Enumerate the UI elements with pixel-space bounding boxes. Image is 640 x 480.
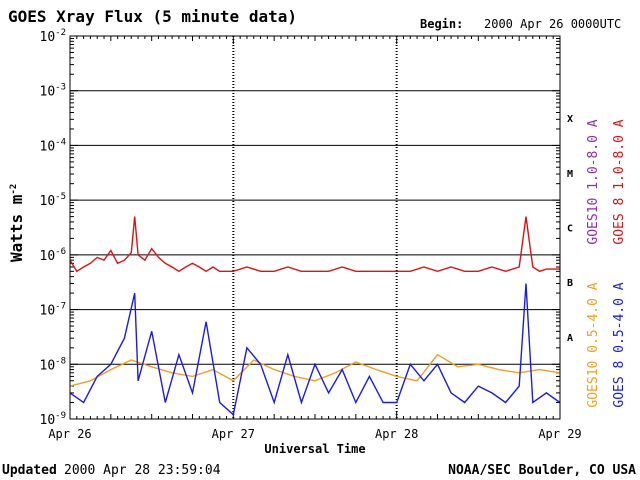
- y-tick-label: 10-3: [40, 83, 67, 100]
- series-line: [69, 216, 560, 273]
- credit-text: NOAA/SEC Boulder, CO USA: [448, 463, 636, 478]
- y-tick-label: 10-7: [40, 302, 67, 319]
- legend-entry: GOES10 1.0-8.0 A: [586, 119, 601, 244]
- flare-class-label: C: [567, 224, 573, 235]
- legend-entry: GOES10 0.5-4.0 A: [586, 282, 601, 407]
- chart-title: GOES Xray Flux (5 minute data): [8, 7, 297, 26]
- data-series: [69, 216, 561, 417]
- x-tick-label: Apr 27: [212, 427, 255, 441]
- x-tick-label: Apr 28: [375, 427, 418, 441]
- y-tick-label: 10-4: [40, 137, 67, 154]
- x-tick-label: Apr 29: [538, 427, 581, 441]
- flare-class-label: M: [567, 169, 573, 180]
- y-axis-label: Watts m-2: [7, 184, 26, 262]
- legend-entry: GOES 8 0.5-4.0 A: [612, 282, 627, 407]
- plot-grid: [70, 36, 560, 419]
- y-tick-label: 10-6: [40, 247, 67, 264]
- x-axis-label: Universal Time: [264, 442, 365, 456]
- flare-class-label: A: [567, 333, 573, 344]
- series-line: [69, 283, 561, 417]
- begin-label: Begin:: [420, 17, 463, 31]
- flare-class-label: X: [567, 114, 573, 125]
- x-tick-label: Apr 26: [48, 427, 91, 441]
- legend-entry: GOES 8 1.0-8.0 A: [612, 119, 627, 244]
- flare-class-label: B: [567, 278, 573, 289]
- updated-value: 2000 Apr 28 23:59:04: [64, 463, 221, 478]
- series-line: [69, 353, 561, 387]
- y-tick-labels: 10-9 10-8 10-7 10-6 10-5 10-4 10-3 10-2: [40, 28, 67, 428]
- y-tick-label: 10-9: [40, 411, 67, 428]
- y-tick-label: 10-5: [40, 192, 67, 209]
- legend: GOES10 1.0-8.0 A GOES 8 1.0-8.0 A GOES10 0…: [586, 119, 627, 407]
- x-tick-labels: Apr 26 Apr 27 Apr 28 Apr 29: [48, 427, 581, 441]
- flare-class-labels: A B C M X: [567, 114, 573, 344]
- y-tick-label: 10-2: [40, 28, 67, 45]
- plot-frame: [69, 35, 561, 420]
- updated-label: Updated: [2, 463, 57, 478]
- y-tick-label: 10-8: [40, 356, 67, 373]
- begin-value: 2000 Apr 26 0000UTC: [484, 17, 621, 31]
